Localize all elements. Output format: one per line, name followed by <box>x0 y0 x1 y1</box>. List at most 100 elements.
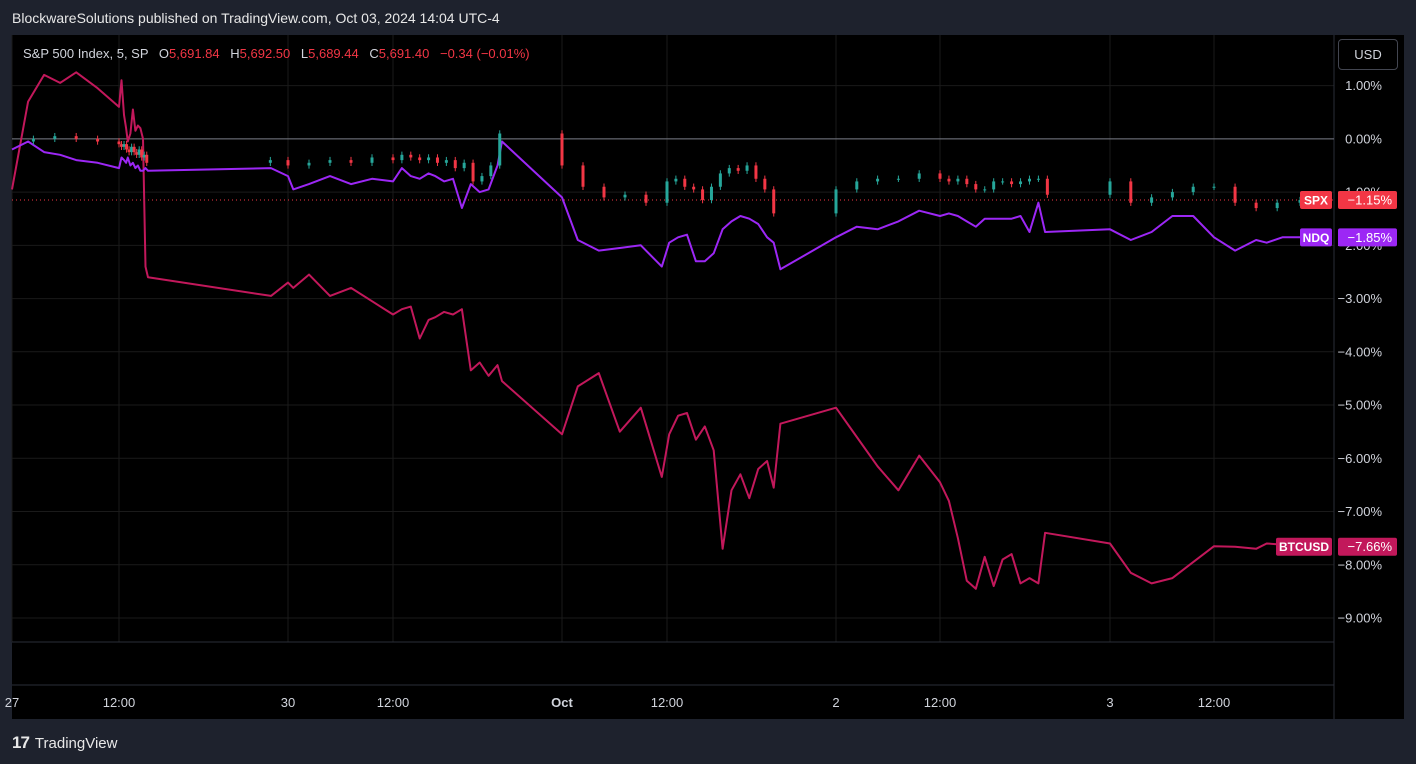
spx-candle[interactable] <box>418 157 422 161</box>
spx-candle[interactable] <box>117 141 121 145</box>
spx-candle[interactable] <box>876 178 880 182</box>
currency-button[interactable]: USD <box>1338 39 1398 70</box>
ndq-series-line[interactable] <box>11 140 1300 271</box>
spx-candle[interactable] <box>489 165 493 177</box>
spx-candle[interactable] <box>307 162 311 166</box>
spx-candle[interactable] <box>644 194 648 203</box>
spx-candle[interactable] <box>665 181 669 203</box>
spx-candle[interactable] <box>736 168 740 171</box>
ndq-name-label: NDQ <box>1303 231 1330 245</box>
spx-candle[interactable] <box>328 160 332 163</box>
spx-candle[interactable] <box>745 165 749 171</box>
spx-candle[interactable] <box>31 138 35 142</box>
tradingview-brand: TradingView <box>34 734 118 752</box>
chart-frame[interactable] <box>12 35 1404 719</box>
spx-candle[interactable] <box>130 146 134 153</box>
spx-candle[interactable] <box>480 176 484 182</box>
y-tick-label: −5.00% <box>1338 398 1383 413</box>
close-label: C <box>369 46 379 61</box>
spx-candle[interactable] <box>965 178 969 185</box>
spx-candle[interactable] <box>1233 186 1237 203</box>
close-value: 5,691.40 <box>378 46 430 61</box>
spx-candle[interactable] <box>727 168 731 174</box>
spx-candle[interactable] <box>956 178 960 182</box>
spx-candle[interactable] <box>983 189 987 191</box>
spx-candle[interactable] <box>1027 178 1031 182</box>
btcusd-series-line[interactable] <box>11 71 1301 590</box>
spx-candle[interactable] <box>1019 181 1023 185</box>
spx-candle[interactable] <box>602 186 606 198</box>
spx-candle[interactable] <box>125 144 129 150</box>
spx-candle[interactable] <box>1036 178 1040 180</box>
spx-candle[interactable] <box>127 149 131 153</box>
spx-candle[interactable] <box>286 160 290 166</box>
spx-candle[interactable] <box>683 178 687 187</box>
spx-candle[interactable] <box>1001 181 1005 183</box>
spx-candle[interactable] <box>855 181 859 190</box>
spx-candle[interactable] <box>718 173 722 187</box>
tradingview-footer[interactable]: 17 TradingView <box>12 733 117 753</box>
spx-candle[interactable] <box>471 162 475 182</box>
spx-candle[interactable] <box>96 138 100 142</box>
spx-value-label: −1.15% <box>1348 193 1393 208</box>
spx-candle[interactable] <box>917 173 921 179</box>
spx-candle[interactable] <box>772 189 776 214</box>
spx-candle[interactable] <box>145 154 149 163</box>
y-tick-label: −9.00% <box>1338 611 1383 626</box>
spx-candle[interactable] <box>1045 178 1049 195</box>
spx-candle[interactable] <box>142 154 146 158</box>
spx-candle[interactable] <box>581 165 585 187</box>
spx-candle[interactable] <box>427 157 431 161</box>
spx-candle[interactable] <box>1212 186 1216 188</box>
low-label: L <box>300 46 309 61</box>
spx-candle[interactable] <box>122 144 126 147</box>
spx-candle[interactable] <box>1010 181 1014 185</box>
spx-candle[interactable] <box>623 194 627 198</box>
spx-candle[interactable] <box>1254 202 1258 209</box>
spx-candle[interactable] <box>349 160 353 163</box>
spx-candle[interactable] <box>947 178 951 182</box>
spx-candle[interactable] <box>135 152 139 155</box>
spx-candle[interactable] <box>701 189 705 201</box>
spx-candle[interactable] <box>268 160 272 163</box>
spx-candle[interactable] <box>1150 197 1154 203</box>
spx-candle[interactable] <box>137 149 141 155</box>
spx-candle[interactable] <box>391 157 395 161</box>
spx-candle[interactable] <box>674 178 678 182</box>
spx-candle[interactable] <box>754 165 758 179</box>
y-tick-label: −4.00% <box>1338 344 1383 359</box>
spx-candle[interactable] <box>692 186 696 190</box>
x-tick-label: 12:00 <box>1198 695 1231 710</box>
spx-candle[interactable] <box>409 154 413 158</box>
spx-candle[interactable] <box>498 133 502 166</box>
spx-candle[interactable] <box>834 189 838 214</box>
spx-candle[interactable] <box>1129 181 1133 203</box>
spx-candle[interactable] <box>1108 181 1112 195</box>
spx-candle[interactable] <box>1275 202 1279 209</box>
btcusd-value-badge <box>1338 537 1397 556</box>
spx-candle[interactable] <box>763 178 767 190</box>
spx-candle[interactable] <box>132 146 136 153</box>
spx-candle[interactable] <box>140 149 144 158</box>
spx-candle[interactable] <box>974 184 978 190</box>
x-tick-label: 3 <box>1106 695 1113 710</box>
tradingview-logo-icon: 17 <box>12 733 30 752</box>
spx-candle[interactable] <box>74 136 78 139</box>
spx-candle[interactable] <box>120 144 124 147</box>
spx-candle[interactable] <box>435 157 439 163</box>
spx-candle[interactable] <box>1191 186 1195 193</box>
spx-candle[interactable] <box>560 133 564 166</box>
spx-candle[interactable] <box>896 178 900 180</box>
spx-candle[interactable] <box>992 181 996 190</box>
spx-candle[interactable] <box>370 157 374 163</box>
y-tick-label: 1.00% <box>1345 78 1382 93</box>
spx-candle[interactable] <box>462 162 466 169</box>
spx-candle[interactable] <box>453 160 457 169</box>
spx-candle[interactable] <box>444 160 448 163</box>
spx-candle[interactable] <box>400 154 404 161</box>
spx-candle[interactable] <box>53 136 57 139</box>
spx-candle[interactable] <box>709 186 713 201</box>
spx-candle[interactable] <box>938 173 942 179</box>
spx-candle[interactable] <box>1170 192 1174 198</box>
